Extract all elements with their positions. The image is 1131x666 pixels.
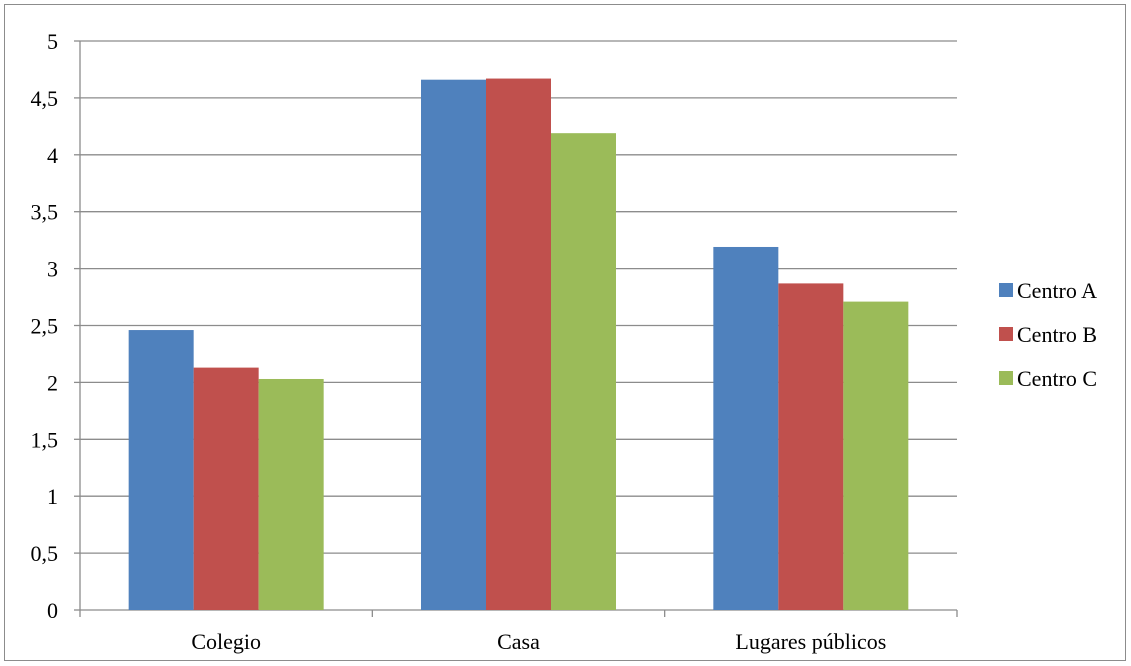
x-tick-label: Colegio	[191, 629, 261, 654]
x-tick-label: Casa	[497, 629, 540, 654]
y-tick-label: 3,5	[31, 200, 59, 225]
bar	[128, 330, 194, 610]
bar	[486, 78, 551, 610]
x-tick-label: Lugares públicos	[735, 629, 886, 654]
bar	[551, 133, 616, 611]
bar	[193, 367, 259, 610]
legend-label: Centro C	[1017, 366, 1097, 391]
legend-swatch	[999, 327, 1013, 341]
bar	[258, 378, 324, 610]
legend-label: Centro A	[1017, 278, 1097, 303]
legend-swatch	[999, 371, 1013, 385]
y-tick-label: 0	[47, 598, 58, 623]
bar	[843, 301, 909, 610]
y-tick-label: 3	[47, 257, 58, 282]
y-tick-label: 4,5	[31, 86, 59, 111]
y-tick-label: 2,5	[31, 314, 59, 339]
bar	[421, 79, 486, 610]
bar	[778, 283, 844, 610]
bar	[713, 246, 779, 610]
y-tick-label: 5	[47, 29, 58, 54]
legend-label: Centro B	[1017, 322, 1097, 347]
y-tick-label: 1,5	[31, 427, 59, 452]
y-tick-label: 0,5	[31, 541, 59, 566]
y-tick-label: 4	[47, 143, 58, 168]
legend-swatch	[999, 283, 1013, 297]
y-tick-label: 2	[47, 370, 58, 395]
y-tick-label: 1	[47, 484, 58, 509]
